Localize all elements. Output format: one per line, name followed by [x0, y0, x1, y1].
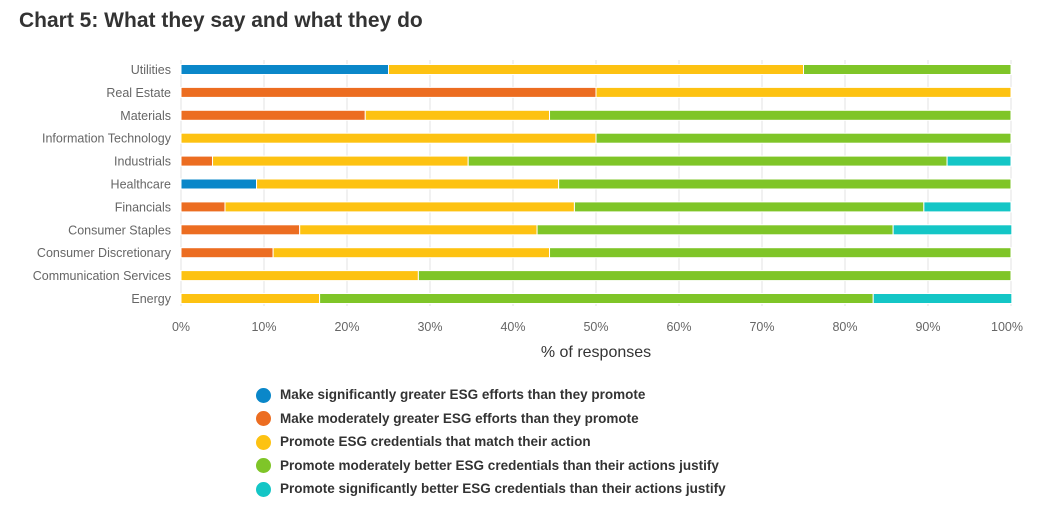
- bar-segment-communication-services-series-4: [417, 270, 1012, 282]
- bar-segment-utilities-series-1: [180, 64, 389, 75]
- legend-swatch-dot: [256, 411, 271, 426]
- bar-segment-healthcare-series-3: [256, 178, 560, 190]
- y-category-label-industrials: Industrials: [114, 155, 171, 169]
- bars: [180, 64, 1013, 304]
- legend-item-5[interactable]: Promote significantly better ESG credent…: [256, 477, 726, 501]
- x-axis-title: % of responses: [541, 344, 651, 361]
- bar-segment-materials-series-3: [364, 109, 551, 121]
- bar-segment-consumer-staples-series-2: [180, 224, 301, 236]
- bar-segment-healthcare-series-1: [180, 178, 258, 190]
- bar-segment-communication-services-series-3: [180, 270, 419, 282]
- y-category-label-information-technology: Information Technology: [42, 132, 172, 146]
- bar-segment-industrials-series-4: [467, 155, 948, 167]
- bar-segment-consumer-discretionary-series-4: [549, 247, 1012, 259]
- bar-segment-real-estate-series-2: [180, 86, 597, 98]
- y-category-label-communication-services: Communication Services: [33, 269, 171, 283]
- legend-swatch-dot: [256, 387, 271, 403]
- x-tick-label: 20%: [334, 320, 359, 334]
- bar-segment-industrials-series-3: [212, 155, 469, 167]
- bar-segment-consumer-discretionary-series-3: [272, 247, 551, 259]
- x-tick-label: 90%: [915, 320, 940, 334]
- bar-segment-consumer-staples-series-5: [892, 224, 1013, 236]
- x-tick-label: 50%: [583, 320, 608, 334]
- legend-label: Promote ESG credentials that match their…: [280, 434, 591, 449]
- bar-segment-real-estate-series-3: [595, 86, 1012, 98]
- x-tick-label: 80%: [832, 320, 857, 334]
- bar-segment-materials-series-2: [180, 109, 366, 121]
- y-category-label-healthcare: Healthcare: [111, 178, 171, 192]
- y-category-label-utilities: Utilities: [131, 63, 171, 77]
- y-axis-labels: Utilities Real Estate Materials Information…: [33, 63, 172, 306]
- y-category-label-consumer-staples: Consumer Staples: [68, 223, 171, 237]
- x-tick-label: 40%: [500, 320, 525, 334]
- bar-segment-energy-series-3: [180, 293, 321, 304]
- page-title: Chart 5: What they say and what they do: [19, 9, 423, 32]
- stacked-bar-chart: Utilities Real Estate Materials Information…: [33, 60, 1023, 361]
- x-tick-label: 70%: [749, 320, 774, 334]
- bar-segment-utilities-series-3: [388, 64, 804, 75]
- bar-segment-industrials-series-5: [946, 155, 1012, 167]
- bar-segment-financials-series-4: [573, 201, 925, 213]
- legend-swatch-dot: [256, 481, 271, 497]
- bar-segment-energy-series-4: [319, 293, 874, 304]
- legend-item-2[interactable]: Make moderately greater ESG efforts than…: [256, 407, 726, 431]
- legend: Make significantly greater ESG efforts t…: [256, 383, 726, 501]
- y-category-label-financials: Financials: [115, 200, 171, 214]
- bar-segment-information-technology-series-4: [595, 132, 1012, 144]
- bar-segment-healthcare-series-4: [558, 178, 1012, 190]
- y-category-label-materials: Materials: [120, 109, 171, 123]
- bar-segment-utilities-series-4: [803, 64, 1012, 75]
- x-tick-label: 10%: [251, 320, 276, 334]
- legend-item-1[interactable]: Make significantly greater ESG efforts t…: [256, 383, 726, 407]
- legend-item-3[interactable]: Promote ESG credentials that match their…: [256, 430, 726, 454]
- x-tick-label: 100%: [991, 320, 1023, 334]
- bar-segment-energy-series-5: [872, 293, 1013, 304]
- x-axis-labels: 0% 10% 20% 30% 40% 50% 60% 70% 80% 90% 100%: [172, 320, 1023, 334]
- x-tick-label: 60%: [666, 320, 691, 334]
- bar-segment-information-technology-series-3: [180, 132, 597, 144]
- bar-segment-consumer-staples-series-4: [536, 224, 894, 236]
- legend-label: Make significantly greater ESG efforts t…: [280, 387, 646, 402]
- bar-segment-materials-series-4: [549, 109, 1012, 121]
- bar-segment-consumer-discretionary-series-2: [180, 247, 274, 259]
- bar-segment-financials-series-3: [224, 201, 575, 213]
- bar-segment-industrials-series-2: [180, 155, 214, 167]
- legend-label: Promote moderately better ESG credential…: [280, 457, 719, 473]
- x-tick-label: 30%: [417, 320, 442, 334]
- bar-segment-financials-series-2: [180, 201, 226, 213]
- legend-label: Make moderately greater ESG efforts than…: [280, 410, 639, 426]
- y-category-label-real-estate: Real Estate: [106, 86, 171, 100]
- bar-segment-consumer-staples-series-3: [299, 224, 538, 236]
- legend-swatch-dot: [256, 458, 271, 473]
- legend-label: Promote significantly better ESG credent…: [280, 481, 726, 496]
- x-tick-label: 0%: [172, 320, 190, 334]
- legend-item-4[interactable]: Promote moderately better ESG credential…: [256, 454, 726, 478]
- legend-swatch-dot: [256, 434, 271, 450]
- y-category-label-energy: Energy: [131, 292, 171, 306]
- y-category-label-consumer-discretionary: Consumer Discretionary: [37, 246, 172, 260]
- bar-segment-financials-series-5: [923, 201, 1012, 213]
